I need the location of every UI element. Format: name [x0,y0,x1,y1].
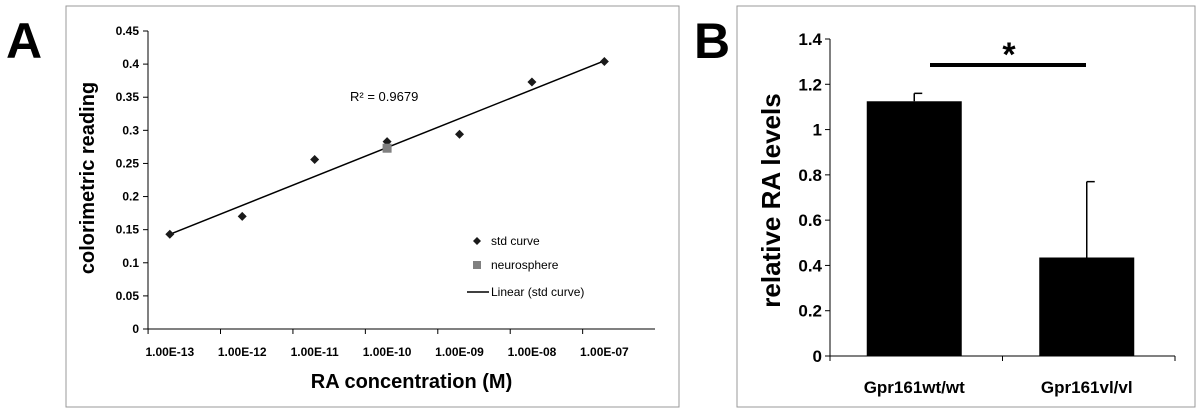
r-squared-annotation: R² = 0.9679 [350,89,418,104]
legend-label: neurosphere [491,258,559,272]
std-curve-point [237,211,247,221]
y-tick-label: 1.2 [798,75,822,94]
y-tick-label: 0.1 [122,256,139,270]
legend-label: std curve [491,234,540,248]
x-tick-label: 1.00E-13 [145,345,194,359]
y-tick-label: 0.25 [116,156,140,170]
panel-b-letter: B [694,13,731,69]
y-tick-label: 0.2 [798,302,822,321]
std-curve-point [310,154,320,164]
y-tick-label: 0.05 [116,289,140,303]
y-tick-label: 0.6 [798,211,822,230]
std-curve-point [165,229,175,239]
legend-marker-std-curve [473,237,481,245]
x-tick-label: 1.00E-11 [291,345,339,359]
y-tick-label: 0 [813,347,822,366]
significance-star: * [1002,36,1016,74]
bar [866,101,962,357]
x-axis-title: RA concentration (M) [311,371,512,393]
y-tick-label: 0.2 [122,190,139,204]
std-curve-point [455,129,465,139]
x-tick-label: 1.00E-10 [363,345,412,359]
x-tick-label: 1.00E-08 [508,345,557,359]
y-tick-label: 1.4 [798,30,822,49]
panel-a-letter: A [6,13,43,69]
bar [1039,257,1135,356]
scatter-chart-a: 0 0.05 0.1 0.15 0.2 0.25 0.3 0.35 0.4 0.45 1.00E-1… [77,24,655,393]
legend-label: Linear (std curve) [491,285,584,299]
legend-marker-neurosphere [473,261,481,269]
y-tick-label: 0.35 [116,90,140,104]
y-tick-label: 0.3 [122,123,139,137]
y-tick-label: 0.8 [798,166,822,185]
panel-a-frame [65,5,680,408]
x-tick-label: 1.00E-07 [580,345,629,359]
y-tick-label: 0 [132,322,139,336]
bar-chart-b: 0 0.2 0.4 0.6 0.8 1 1.2 1.4 relative RA levels Gp… [756,30,1176,397]
std-curve-point [527,77,537,87]
x-tick-label: 1.00E-12 [218,345,267,359]
y-tick-label: 0.45 [116,24,140,38]
y-axis-title: relative RA levels [756,93,786,307]
y-tick-label: 1 [813,121,822,140]
y-axis-title: colorimetric reading [77,82,99,274]
y-tick-label: 0.4 [122,57,139,71]
std-curve-point [599,56,609,66]
y-tick-label: 0.4 [798,256,822,275]
x-tick-label: Gpr161wt/wt [864,378,965,397]
neurosphere-point [382,143,392,153]
x-tick-label: 1.00E-09 [435,345,484,359]
x-tick-label: Gpr161vl/vl [1041,378,1133,397]
y-tick-label: 0.15 [116,223,140,237]
